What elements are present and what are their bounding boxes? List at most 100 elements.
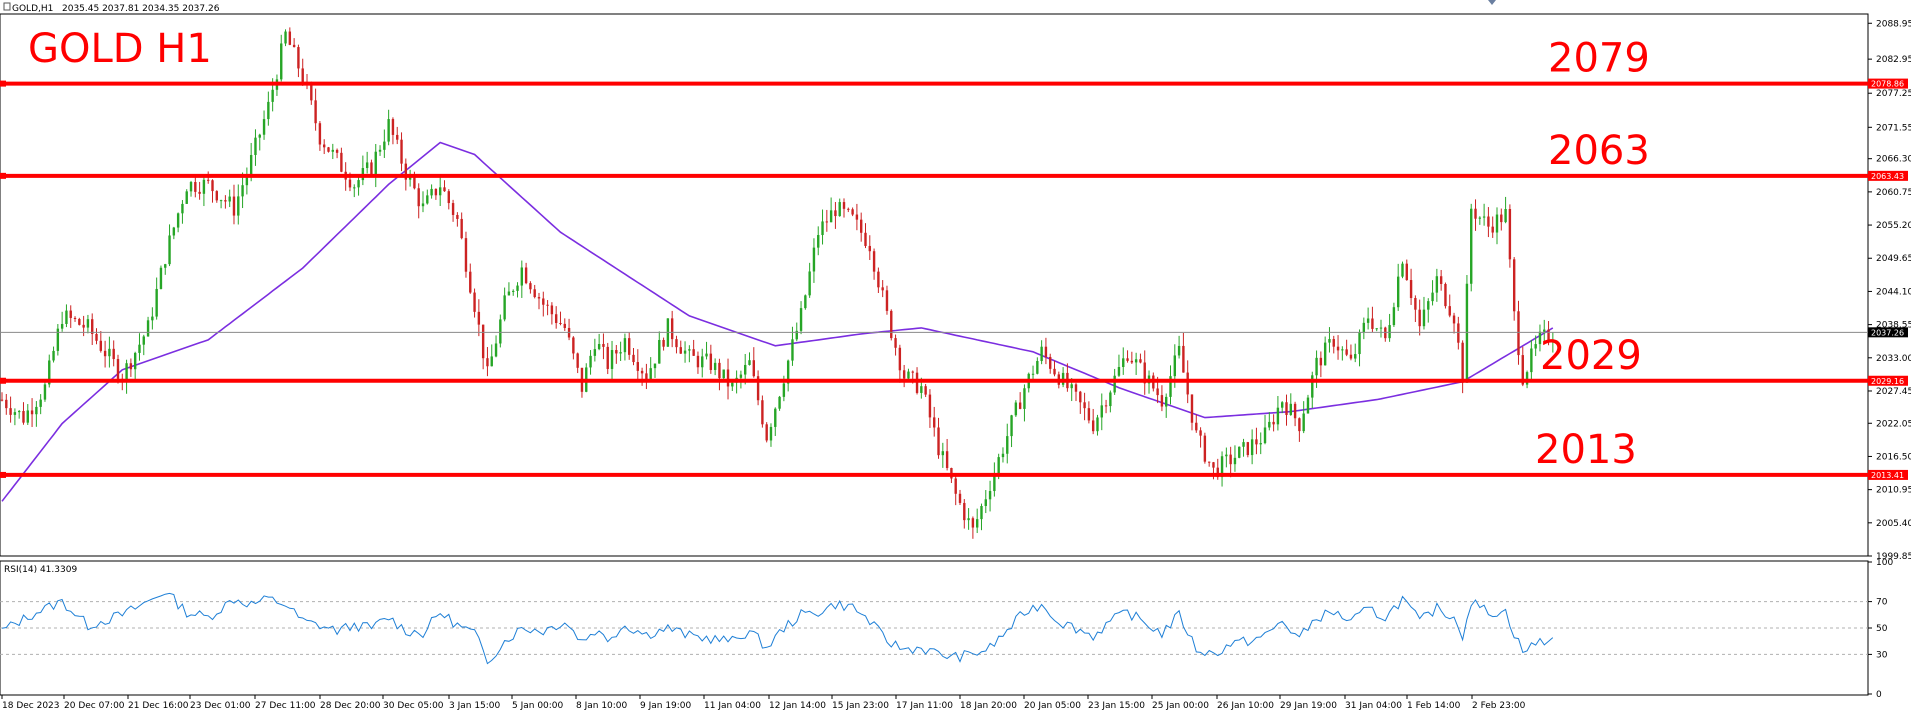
candle-body — [82, 324, 85, 328]
candle-body — [658, 339, 661, 364]
candle-body — [1482, 216, 1486, 218]
candle-body — [1362, 322, 1366, 333]
candle-body — [262, 119, 266, 135]
candle-body — [546, 304, 549, 306]
candle-body — [554, 314, 558, 324]
candle-body — [868, 245, 871, 252]
candle-body — [1268, 421, 1271, 428]
symbol-label: GOLD,H1 — [12, 4, 53, 14]
level-tag-label-2079: 2078.86 — [1871, 80, 1904, 89]
candle-body — [292, 44, 296, 48]
candle-body — [864, 232, 867, 246]
candle-body — [447, 191, 450, 204]
level-handle-2013[interactable] — [0, 471, 6, 478]
candle-body — [1220, 456, 1224, 478]
candle-body — [911, 371, 914, 373]
level-handle-2079[interactable] — [0, 80, 6, 87]
level-tag-label-2063: 2063.43 — [1871, 172, 1904, 181]
candle-body — [1543, 329, 1546, 332]
candle-body — [593, 349, 597, 356]
candle-body — [1246, 442, 1250, 456]
y-tick-label: 1999.85 — [1876, 552, 1911, 562]
level-handle-2029[interactable] — [0, 377, 6, 384]
candle-body — [1306, 397, 1310, 414]
candle-body — [576, 353, 579, 368]
candle-body — [146, 320, 150, 337]
candle-body — [610, 350, 614, 369]
candle-body — [13, 412, 17, 415]
candle-body — [1006, 436, 1009, 454]
candle-body — [997, 457, 1000, 474]
candle-body — [744, 364, 747, 375]
candle-body — [1104, 405, 1108, 407]
candle-body — [22, 410, 25, 423]
candle-body — [645, 373, 648, 381]
candle-body — [537, 297, 541, 299]
candle-body — [1439, 276, 1443, 284]
candle-body — [967, 518, 970, 521]
candle-body — [550, 305, 554, 315]
candle-body — [1203, 435, 1207, 462]
candle-body — [357, 180, 360, 188]
candle-body — [314, 100, 317, 124]
candle-body — [640, 370, 644, 374]
candle-body — [675, 339, 678, 348]
candle-body — [786, 360, 790, 384]
candle-body — [516, 285, 519, 291]
candle-body — [232, 196, 236, 216]
candle-body — [469, 271, 472, 293]
candle-body — [224, 200, 227, 202]
x-tick-label: 20 Dec 07:00 — [64, 701, 125, 711]
candle-body — [1517, 311, 1520, 356]
y-tick-label: 2027.45 — [1876, 387, 1911, 397]
candle-body — [606, 346, 609, 369]
candle-body — [189, 182, 193, 192]
candle-body — [391, 119, 395, 135]
candle-body — [705, 353, 708, 357]
candle-body — [1109, 392, 1112, 407]
candle-body — [885, 290, 889, 311]
candle-body — [52, 350, 55, 361]
x-tick-label: 3 Jan 15:00 — [449, 701, 501, 711]
candle-body — [1272, 421, 1275, 425]
candle-body — [1504, 209, 1507, 223]
candle-body — [353, 187, 356, 189]
chart-toggle-icon[interactable] — [3, 2, 11, 11]
candle-body — [1345, 349, 1348, 355]
candle-body — [774, 408, 777, 427]
candle-body — [877, 271, 880, 288]
candle-body — [215, 191, 218, 201]
candle-body — [529, 283, 532, 290]
candle-body — [413, 176, 416, 189]
rsi-tick-label: 50 — [1876, 624, 1888, 634]
candle-body — [963, 502, 966, 521]
x-tick-label: 27 Dec 11:00 — [255, 701, 316, 711]
candle-body — [928, 394, 932, 418]
candle-body — [842, 202, 846, 209]
candle-body — [219, 200, 223, 202]
candle-body — [632, 354, 635, 363]
level-handle-2063[interactable] — [0, 172, 6, 179]
candle-body — [426, 195, 429, 204]
candle-body — [65, 310, 68, 324]
candle-body — [941, 451, 945, 456]
candle-body — [1431, 292, 1434, 302]
candle-body — [649, 368, 652, 381]
candle-body — [271, 89, 274, 102]
candle-body — [752, 360, 755, 377]
candle-body — [881, 287, 884, 291]
candle-body — [898, 347, 902, 371]
candle-body — [1156, 388, 1159, 396]
candle-body — [851, 209, 854, 215]
candle-body — [1126, 358, 1129, 361]
candle-body — [1551, 341, 1555, 343]
candle-body — [1023, 388, 1026, 409]
candle-body — [1238, 446, 1241, 458]
candle-body — [572, 337, 575, 354]
candle-body — [812, 247, 816, 272]
candle-body — [310, 83, 313, 101]
candle-body — [782, 383, 786, 397]
candle-body — [1349, 354, 1353, 359]
y-tick-label: 2060.75 — [1876, 188, 1911, 198]
candle-body — [1521, 355, 1524, 385]
